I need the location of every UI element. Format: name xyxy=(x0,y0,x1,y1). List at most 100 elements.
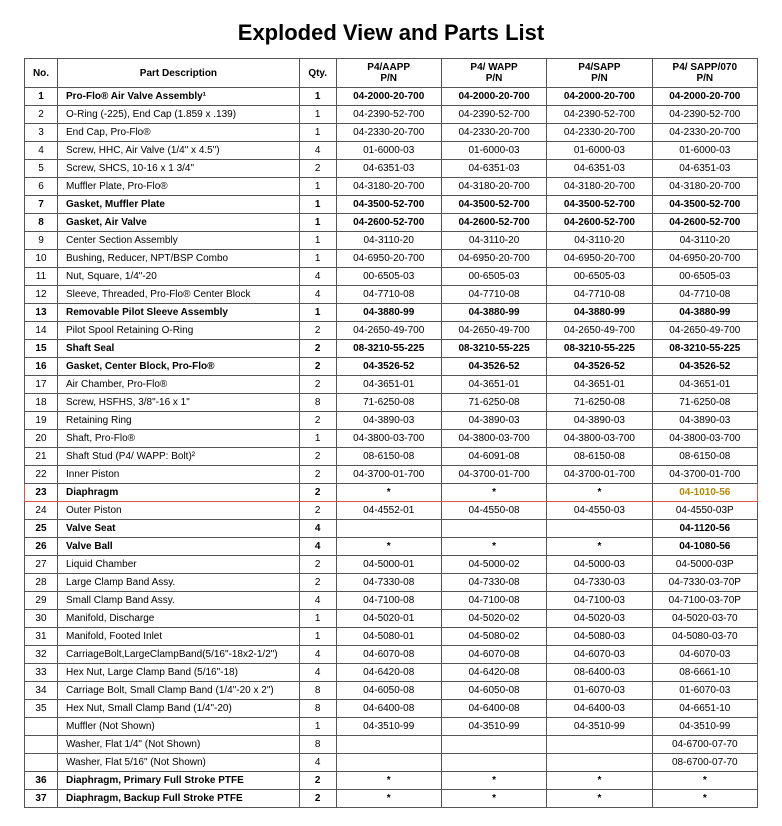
cell: 04-3890-03 xyxy=(652,412,757,430)
cell: 08-3210-55-225 xyxy=(441,340,546,358)
cell: 4 xyxy=(299,520,336,538)
cell-desc: Center Section Assembly xyxy=(57,232,299,250)
table-row: 22Inner Piston204-3700-01-70004-3700-01-… xyxy=(25,466,758,484)
cell: 04-6400-08 xyxy=(441,700,546,718)
cell-desc: Washer, Flat 5/16" (Not Shown) xyxy=(57,754,299,772)
cell xyxy=(25,754,58,772)
cell: 04-2000-20-700 xyxy=(336,88,441,106)
cell: 04-3880-99 xyxy=(441,304,546,322)
table-row: 11Nut, Square, 1/4"-20400-6505-0300-6505… xyxy=(25,268,758,286)
table-row: Muffler (Not Shown)104-3510-9904-3510-99… xyxy=(25,718,758,736)
cell: 21 xyxy=(25,448,58,466)
cell-desc: Screw, HHC, Air Valve (1/4" x 4.5") xyxy=(57,142,299,160)
cell: 04-2650-49-700 xyxy=(441,322,546,340)
cell xyxy=(441,754,546,772)
cell: 2 xyxy=(299,790,336,808)
cell: 2 xyxy=(299,322,336,340)
cell: 04-6050-08 xyxy=(441,682,546,700)
cell: 16 xyxy=(25,358,58,376)
cell: 29 xyxy=(25,592,58,610)
cell-desc: Screw, SHCS, 10-16 x 1 3/4" xyxy=(57,160,299,178)
cell: 04-7330-08 xyxy=(441,574,546,592)
cell: 1 xyxy=(299,610,336,628)
cell: * xyxy=(441,790,546,808)
cell: 08-6700-07-70 xyxy=(652,754,757,772)
cell: * xyxy=(336,538,441,556)
table-row: 10Bushing, Reducer, NPT/BSP Combo104-695… xyxy=(25,250,758,268)
cell: 13 xyxy=(25,304,58,322)
cell: 04-7330-03-70P xyxy=(652,574,757,592)
cell-desc: Hex Nut, Small Clamp Band (1/4"-20) xyxy=(57,700,299,718)
table-row: 6Muffler Plate, Pro-Flo®104-3180-20-7000… xyxy=(25,178,758,196)
cell: 8 xyxy=(299,394,336,412)
table-body: 1 Pro-Flo® Air Valve Assembly¹ 1 04-2000-20… xyxy=(25,88,758,808)
cell: 34 xyxy=(25,682,58,700)
table-row: 31Manifold, Footed Inlet104-5080-0104-50… xyxy=(25,628,758,646)
cell-desc: Pilot Spool Retaining O-Ring xyxy=(57,322,299,340)
table-row: 7Gasket, Muffler Plate104-3500-52-70004-… xyxy=(25,196,758,214)
cell: 04-6950-20-700 xyxy=(547,250,652,268)
cell: 04-2600-52-700 xyxy=(441,214,546,232)
cell: 08-6150-08 xyxy=(336,448,441,466)
cell: 27 xyxy=(25,556,58,574)
cell xyxy=(547,736,652,754)
cell: 04-6950-20-700 xyxy=(652,250,757,268)
cell-desc: Pro-Flo® Air Valve Assembly¹ xyxy=(57,88,299,106)
cell: 04-5000-01 xyxy=(336,556,441,574)
cell: * xyxy=(441,538,546,556)
cell: 1 xyxy=(299,178,336,196)
table-row: 27Liquid Chamber204-5000-0104-5000-0204-… xyxy=(25,556,758,574)
cell-desc: Shaft Stud (P4/ WAPP: Bolt)² xyxy=(57,448,299,466)
cell: 01-6000-03 xyxy=(336,142,441,160)
cell: 08-6661-10 xyxy=(652,664,757,682)
cell: 04-3510-99 xyxy=(547,718,652,736)
table-row: 36Diaphragm, Primary Full Stroke PTFE2**… xyxy=(25,772,758,790)
cell: 37 xyxy=(25,790,58,808)
cell xyxy=(441,736,546,754)
table-row: 13Removable Pilot Sleeve Assembly104-388… xyxy=(25,304,758,322)
cell: * xyxy=(547,772,652,790)
cell: 2 xyxy=(299,160,336,178)
cell: * xyxy=(336,484,441,502)
cell-desc: Air Chamber, Pro-Flo® xyxy=(57,376,299,394)
cell-desc: Removable Pilot Sleeve Assembly xyxy=(57,304,299,322)
table-row: Washer, Flat 1/4" (Not Shown)804-6700-07… xyxy=(25,736,758,754)
cell-desc: Gasket, Air Valve xyxy=(57,214,299,232)
cell: 04-2330-20-700 xyxy=(652,124,757,142)
cell: 4 xyxy=(299,664,336,682)
table-row: 34Carriage Bolt, Small Clamp Band (1/4"-… xyxy=(25,682,758,700)
cell: 04-3110-20 xyxy=(652,232,757,250)
cell: 04-5080-02 xyxy=(441,628,546,646)
table-row: 33Hex Nut, Large Clamp Band (5/16"-18)40… xyxy=(25,664,758,682)
cell: 04-3880-99 xyxy=(336,304,441,322)
cell: 23 xyxy=(25,484,58,502)
col-header: P4/ WAPPP/N xyxy=(441,59,546,88)
cell: 01-6000-03 xyxy=(441,142,546,160)
cell: 19 xyxy=(25,412,58,430)
cell: 01-6000-03 xyxy=(652,142,757,160)
cell: 04-7100-08 xyxy=(336,592,441,610)
cell: 04-3700-01-700 xyxy=(652,466,757,484)
table-row: 24Outer Piston204-4552-0104-4550-0804-45… xyxy=(25,502,758,520)
cell: 04-2600-52-700 xyxy=(652,214,757,232)
cell: 04-2390-52-700 xyxy=(441,106,546,124)
cell: 04-1010-56 xyxy=(652,484,757,502)
cell: 04-2330-20-700 xyxy=(441,124,546,142)
cell: 9 xyxy=(25,232,58,250)
cell: * xyxy=(336,790,441,808)
cell: 04-6070-03 xyxy=(652,646,757,664)
cell: 04-2390-52-700 xyxy=(547,106,652,124)
cell: 20 xyxy=(25,430,58,448)
cell: 04-3651-01 xyxy=(441,376,546,394)
cell: 04-7710-08 xyxy=(336,286,441,304)
cell-desc: Valve Ball xyxy=(57,538,299,556)
cell: 15 xyxy=(25,340,58,358)
cell: 04-3800-03-700 xyxy=(652,430,757,448)
cell: 04-6950-20-700 xyxy=(441,250,546,268)
cell: 04-6351-03 xyxy=(441,160,546,178)
cell: 1 xyxy=(299,196,336,214)
cell: 08-3210-55-225 xyxy=(336,340,441,358)
cell: 04-3510-99 xyxy=(441,718,546,736)
cell: 71-6250-08 xyxy=(652,394,757,412)
cell: 04-2650-49-700 xyxy=(547,322,652,340)
